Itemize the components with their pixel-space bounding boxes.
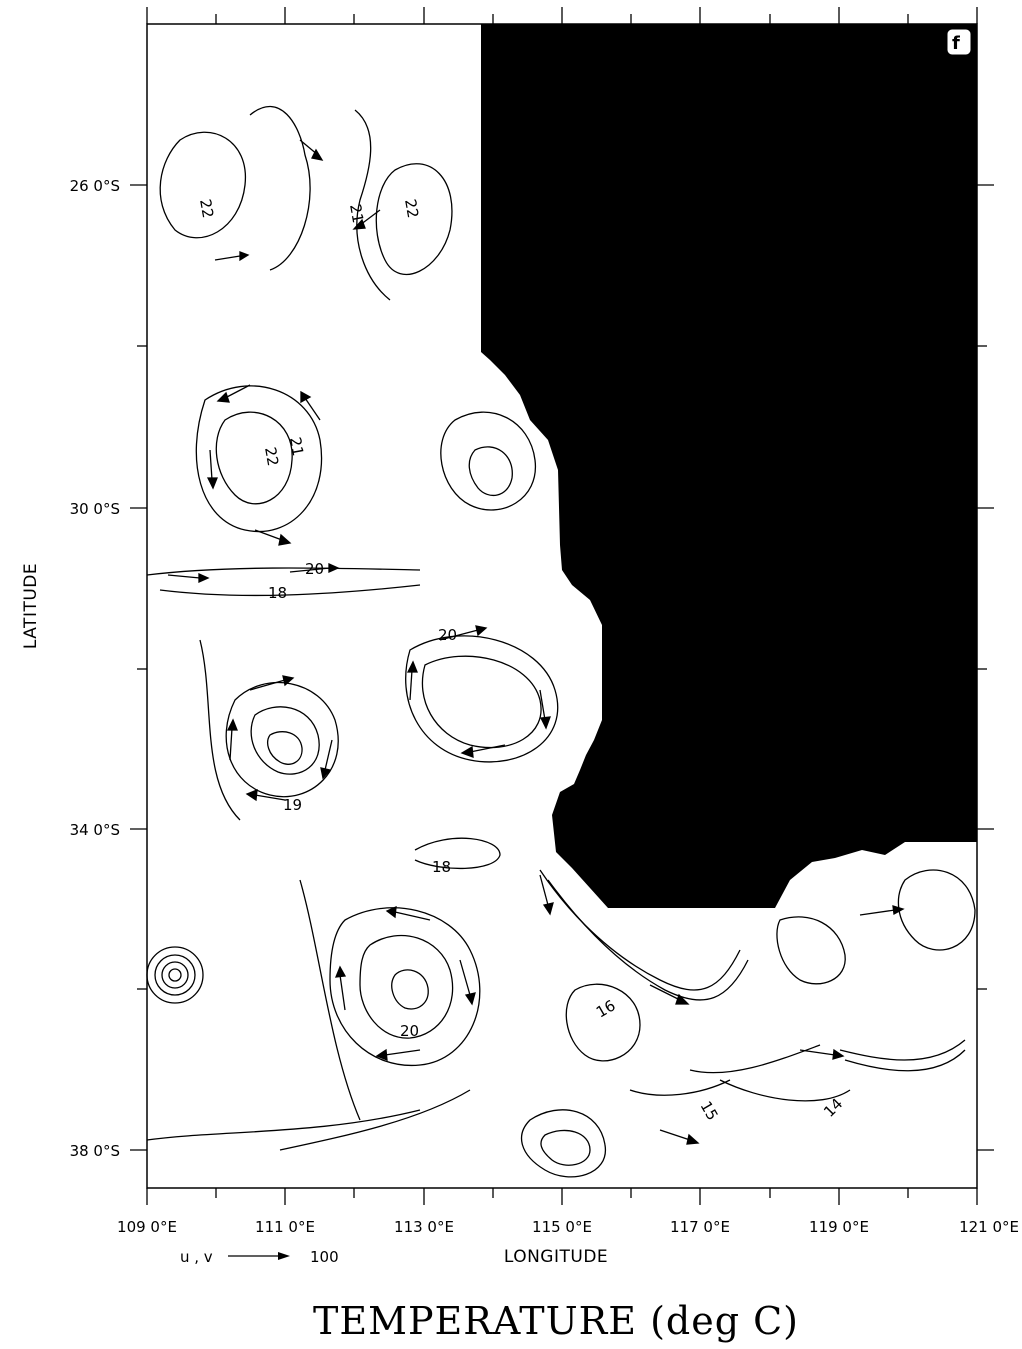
contour-label: 18 — [432, 858, 451, 876]
velocity-vectors — [167, 139, 905, 1145]
contour-label: 22 — [196, 198, 217, 220]
land-mass — [481, 24, 977, 908]
contour-label: 21 — [346, 203, 367, 225]
x-tick-labels: 109 0°E 111 0°E 113 0°E 115 0°E 117 0°E … — [117, 1218, 1019, 1236]
y-tick-labels: 26 0°S 30 0°S 34 0°S 38 0°S — [70, 177, 120, 1160]
x-tick-label: 115 0°E — [532, 1218, 592, 1236]
contour-label: 20 — [438, 626, 457, 644]
contour-label: 21 — [286, 436, 307, 458]
contour-label: 18 — [268, 584, 287, 602]
y-tick-label: 34 0°S — [70, 821, 120, 839]
x-tick-label: 117 0°E — [670, 1218, 730, 1236]
panel-label: f — [952, 33, 960, 54]
x-tick-label: 109 0°E — [117, 1218, 177, 1236]
vector-key-arrowhead — [278, 1252, 290, 1260]
vector-key-value: 100 — [310, 1248, 339, 1266]
temperature-contours — [146, 105, 976, 1178]
x-axis-title: LONGITUDE — [504, 1247, 608, 1267]
contour-label: 22 — [261, 446, 282, 468]
y-tick-label: 38 0°S — [70, 1142, 120, 1160]
panel-label-box — [947, 29, 971, 55]
x-tick-label: 121 0°E — [959, 1218, 1019, 1236]
y-tick-label: 30 0°S — [70, 500, 120, 518]
figure-caption: TEMPERATURE (deg C) — [313, 1299, 799, 1343]
contour-label: 15 — [697, 1098, 722, 1124]
y-tick-label: 26 0°S — [70, 177, 120, 195]
y-axis-ticks — [130, 184, 994, 1151]
y-axis-title: LATITUDE — [21, 563, 41, 649]
contour-label: 14 — [820, 1095, 846, 1121]
vector-key-label: u , v — [180, 1248, 213, 1266]
contour-label: 20 — [305, 560, 324, 578]
x-tick-label: 111 0°E — [255, 1218, 315, 1236]
x-tick-label: 113 0°E — [394, 1218, 454, 1236]
contour-label: 22 — [401, 198, 422, 220]
contour-label: 16 — [593, 996, 619, 1021]
x-axis-ticks — [146, 7, 978, 1205]
x-tick-label: 119 0°E — [809, 1218, 869, 1236]
contour-label: 20 — [400, 1022, 419, 1040]
contour-label: 19 — [283, 796, 302, 814]
